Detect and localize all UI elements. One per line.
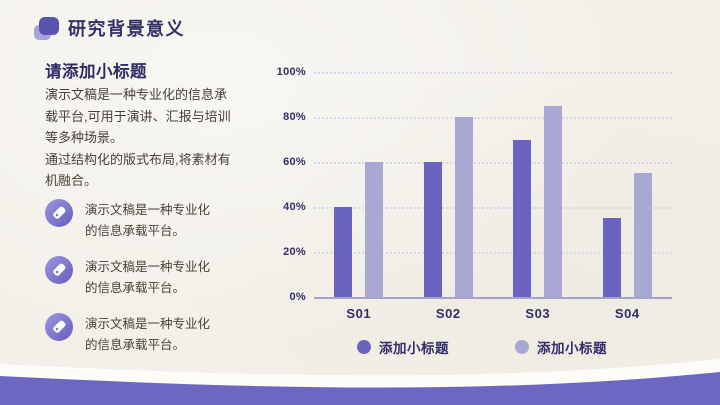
bar-group-s03: S03	[513, 72, 563, 321]
bar-series2-s03	[544, 105, 563, 297]
gridline	[314, 162, 672, 164]
x-tick-label: S01	[346, 306, 372, 321]
list-item: 演示文稿是一种专业化的信息承载平台。	[45, 199, 221, 242]
bar-group-s02: S02	[423, 72, 473, 321]
bar-series2-s02	[454, 117, 473, 297]
list-item: 演示文稿是一种专业化的信息承载平台。	[45, 313, 221, 356]
y-tick-label: 0%	[289, 291, 306, 303]
purple-wave-shape	[0, 372, 720, 405]
x-tick-label: S03	[525, 306, 551, 321]
bar-series1-s04	[602, 218, 621, 297]
legend-label: 添加小标题	[537, 341, 607, 356]
legend-swatch-icon	[515, 340, 529, 354]
body-text-block: 演示文稿是一种专业化的信息承载平台,可用于演讲、汇报与培训等多种场景。 通过结构…	[45, 84, 235, 192]
stacked-rounded-squares-icon	[34, 16, 59, 40]
chart-y-axis: 100% 80% 60% 40% 20% 0%	[262, 66, 306, 303]
y-tick-label: 40%	[283, 201, 306, 213]
gridline	[314, 72, 672, 74]
icon-front-square	[39, 16, 59, 35]
tag-icon	[45, 199, 73, 227]
x-tick-label: S02	[435, 306, 461, 321]
y-tick-label: 20%	[283, 246, 306, 258]
bar-series1-s03	[513, 139, 532, 297]
list-item: 演示文稿是一种专业化的信息承载平台。	[45, 256, 221, 299]
bar-series1-s02	[423, 162, 442, 297]
y-tick-label: 100%	[276, 66, 306, 78]
gridline	[314, 207, 672, 209]
bar-series2-s01	[365, 162, 384, 297]
legend-label: 添加小标题	[379, 341, 449, 356]
gridline	[314, 252, 672, 254]
bar-series2-s04	[633, 173, 652, 297]
tag-icon	[45, 256, 73, 284]
bullet-text: 演示文稿是一种专业化的信息承载平台。	[85, 203, 211, 238]
bullet-list: 演示文稿是一种专业化的信息承载平台。 演示文稿是一种专业化的信息承载平台。 演示…	[45, 199, 221, 370]
slide-header: 研究背景意义	[34, 15, 185, 41]
bar-group-s01: S01	[334, 72, 384, 321]
tag-icon	[45, 313, 73, 341]
bar-group-s04: S04	[602, 72, 652, 321]
x-axis-line	[314, 297, 672, 299]
bullet-text: 演示文稿是一种专业化的信息承载平台。	[85, 317, 211, 352]
bar-series1-s01	[334, 207, 353, 297]
left-subtitle: 请添加小标题	[45, 63, 147, 81]
gridline	[314, 117, 672, 119]
chart-plot: S01 S02 S03 S04	[314, 72, 672, 321]
legend-item-2: 添加小标题	[515, 337, 607, 357]
y-tick-label: 80%	[283, 111, 306, 123]
body-paragraph-2: 通过结构化的版式布局,将素材有机融合。	[45, 151, 231, 189]
legend-swatch-icon	[357, 340, 371, 354]
x-tick-label: S04	[614, 306, 640, 321]
slide-title: 研究背景意义	[68, 19, 185, 39]
bullet-text: 演示文稿是一种专业化的信息承载平台。	[85, 260, 211, 295]
y-tick-label: 60%	[283, 156, 306, 168]
chart-legend: 添加小标题 添加小标题	[292, 337, 672, 357]
legend-item-1: 添加小标题	[357, 337, 449, 357]
chart-groups: S01 S02 S03 S04	[314, 72, 672, 321]
body-paragraph-1: 演示文稿是一种专业化的信息承载平台,可用于演讲、汇报与培训等多种场景。	[45, 87, 231, 145]
